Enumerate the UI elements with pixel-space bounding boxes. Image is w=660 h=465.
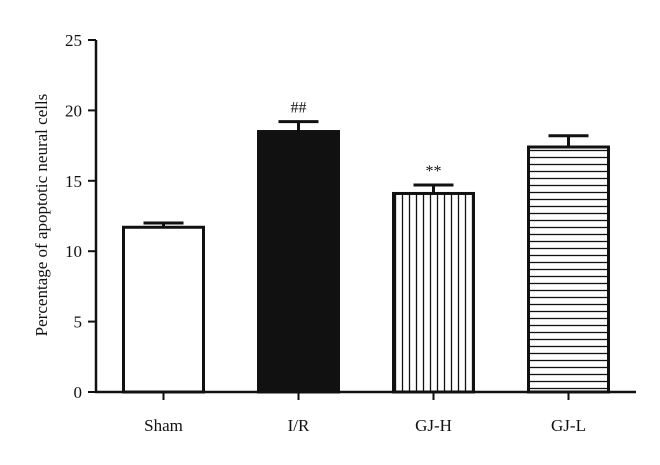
plot-area: 0 5 10 15 20 25 Sham I/R ## GJ-H ** GJ-L: [65, 31, 636, 435]
significance-annotation: **: [426, 163, 442, 180]
bar-gj-l: [527, 145, 610, 394]
bar-i-r: [257, 130, 340, 394]
y-axis-title: Percentage of apoptotic neural cells: [32, 94, 51, 337]
significance-annotation: ##: [291, 100, 307, 117]
y-tick-label: 10: [65, 242, 82, 261]
category-label: Sham: [144, 416, 183, 435]
y-tick-label: 5: [74, 313, 83, 332]
category-label: GJ-L: [551, 416, 586, 435]
bar-gj-h: [392, 191, 475, 394]
y-tick-label: 20: [65, 101, 82, 120]
y-tick-label: 15: [65, 172, 82, 191]
y-tick-label: 25: [65, 31, 82, 50]
y-tick-label: 0: [74, 383, 83, 402]
category-label: GJ-H: [415, 416, 452, 435]
bar-sham: [122, 225, 205, 394]
category-label: I/R: [288, 416, 310, 435]
